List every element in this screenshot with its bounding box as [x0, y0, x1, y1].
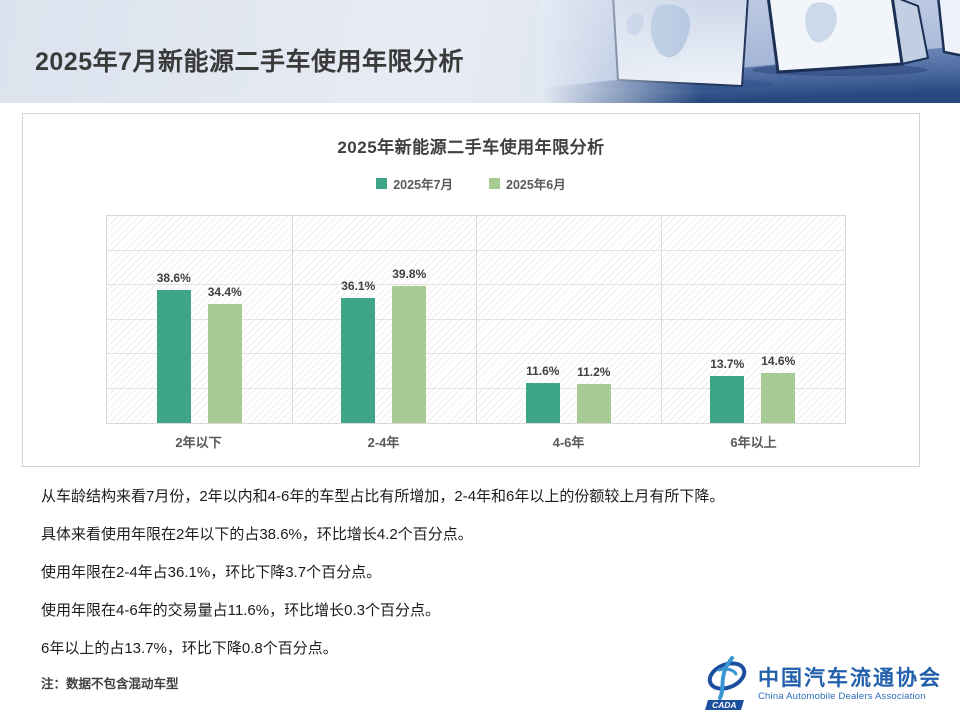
bar-value-label: 38.6% — [156, 270, 191, 285]
legend-item: 2025年6月 — [489, 174, 566, 193]
bar-wrap: 14.6% — [761, 216, 795, 423]
org-logo: CADA 中国汽车流通协会 China Automobile Dealers A… — [705, 656, 942, 712]
svg-text:CADA: CADA — [712, 700, 737, 710]
category-divider — [291, 216, 293, 423]
org-name-en: China Automobile Dealers Association — [758, 690, 926, 702]
legend-item: 2025年7月 — [376, 174, 453, 193]
data-note: 注：数据不包含混动车型 — [41, 677, 179, 691]
bar — [761, 372, 796, 423]
page-title: 2025年7月新能源二手车使用年限分析 — [35, 48, 465, 76]
plot-area: 38.6% 34.4% 36.1% 39.8% 11.6% 11.2% 13.7% 14.6% — [106, 215, 846, 424]
bar-group-2: 36.1% 39.8% — [292, 216, 477, 423]
commentary-paragraph-4: 使用年限在4-6年的交易量占11.6%，环比增长0.3个百分点。 — [41, 602, 440, 619]
legend-swatch-icon — [489, 178, 500, 189]
cada-emblem-icon: CADA — [705, 656, 747, 710]
bar — [576, 384, 611, 423]
legend-swatch-icon — [376, 178, 388, 189]
commentary: 从车龄结构来看7月份，2年以内和4-6年的车型占比有所增加，2-4年和6年以上的… — [41, 487, 921, 677]
bar-group-3: 11.6% 11.2% — [476, 216, 661, 423]
slide-header: 2025年7月新能源二手车使用年限分析 — [0, 0, 960, 103]
bar — [710, 375, 745, 423]
bar-wrap: 11.6% — [525, 216, 560, 423]
bar-wrap: 13.7% — [710, 216, 744, 423]
commentary-paragraph-2: 具体来看使用年限在2年以下的占38.6%，环比增长4.2个百分点。 — [41, 526, 473, 543]
bar-groups: 38.6% 34.4% 36.1% 39.8% 11.6% 11.2% 13.7% 14.6% — [107, 216, 845, 423]
legend-label: 2025年7月 — [393, 178, 453, 192]
category-label: 2年以下 — [175, 435, 222, 450]
bar — [392, 285, 427, 423]
bar-value-label: 11.6% — [526, 363, 560, 378]
bar-value-label: 34.4% — [207, 285, 242, 300]
commentary-paragraph-1: 从车龄结构来看7月份，2年以内和4-6年的车型占比有所增加，2-4年和6年以上的… — [41, 488, 725, 505]
bar-wrap: 11.2% — [576, 216, 611, 423]
chart-title: 2025年新能源二手车使用年限分析 — [337, 138, 605, 157]
bar-value-label: 39.8% — [392, 266, 427, 281]
commentary-paragraph-3: 使用年限在2-4年占36.1%，环比下降3.7个百分点。 — [41, 564, 382, 581]
bar — [525, 382, 560, 423]
chart-legend: 2025年7月 2025年6月 — [23, 174, 919, 193]
bar — [341, 298, 376, 423]
org-logo-text: 中国汽车流通协会 China Automobile Dealers Associ… — [758, 665, 942, 702]
category-divider — [476, 216, 477, 423]
header-cubes-decoration-image — [540, 0, 960, 103]
commentary-paragraph-5: 6年以上的占13.7%，环比下降0.8个百分点。 — [41, 640, 338, 657]
bar-wrap: 36.1% — [341, 216, 375, 423]
category-label: 4-6年 — [552, 435, 585, 450]
bar — [156, 289, 191, 423]
bar-value-label: 13.7% — [710, 356, 745, 371]
category-divider — [660, 216, 662, 423]
org-name-cn: 中国汽车流通协会 — [758, 665, 942, 690]
bar-wrap: 34.4% — [208, 216, 242, 423]
bar-wrap: 38.6% — [157, 216, 191, 423]
bar — [207, 304, 242, 423]
x-axis-labels: 2年以下 2-4年 4-6年 6年以上 — [106, 432, 846, 451]
bar-wrap: 39.8% — [392, 216, 426, 423]
category-label: 6年以上 — [730, 435, 777, 450]
category-label: 2-4年 — [367, 435, 400, 450]
bar-group-4: 13.7% 14.6% — [661, 216, 846, 423]
bar-value-label: 14.6% — [761, 353, 796, 368]
bar-value-label: 11.2% — [577, 365, 611, 380]
chart-card: 2025年新能源二手车使用年限分析 2025年7月 2025年6月 38.6% 34… — [22, 113, 920, 467]
legend-label: 2025年6月 — [506, 178, 566, 192]
bar-group-1: 38.6% 34.4% — [107, 216, 292, 423]
bar-value-label: 36.1% — [341, 279, 376, 294]
